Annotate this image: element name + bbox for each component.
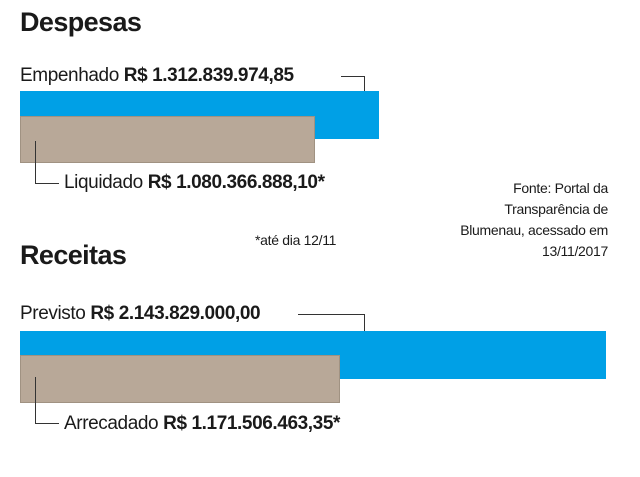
previsto-leader-v	[364, 314, 365, 343]
source-note: Fonte: Portal da Transparência de Blumen…	[460, 180, 608, 259]
liquidado-leader-h	[35, 183, 59, 184]
arrecadado-name: Arrecadado	[64, 413, 159, 434]
previsto-value: R$ 2.143.829.000,00	[90, 303, 261, 324]
previsto-label: Previsto R$ 2.143.829.000,00	[20, 303, 261, 324]
empenhado-value: R$ 1.312.839.974,85	[123, 65, 294, 86]
liquidado-bar	[20, 116, 315, 163]
previsto-name: Previsto	[20, 303, 86, 324]
footnote: *até dia 12/11	[255, 232, 337, 248]
empenhado-label: Empenhado R$ 1.312.839.974,85	[20, 66, 294, 85]
empenhado-leader-h	[341, 76, 365, 77]
liquidado-name: Liquidado	[64, 172, 143, 193]
receitas-title: Receitas	[20, 240, 127, 270]
despesas-title: Despesas	[20, 7, 142, 37]
arrecadado-value: R$ 1.171.506.463,35*	[163, 413, 341, 434]
arrecadado-bar	[20, 355, 340, 403]
liquidado-leader-v	[35, 141, 36, 183]
previsto-leader-h	[298, 314, 365, 315]
liquidado-label: Liquidado R$ 1.080.366.888,10*	[64, 173, 325, 192]
arrecadado-leader-h	[35, 423, 59, 424]
empenhado-name: Empenhado	[20, 65, 119, 86]
arrecadado-label: Arrecadado R$ 1.171.506.463,35*	[64, 414, 340, 433]
empenhado-leader-v	[364, 76, 365, 91]
arrecadado-leader-v	[35, 377, 36, 423]
liquidado-value: R$ 1.080.366.888,10*	[147, 172, 325, 193]
